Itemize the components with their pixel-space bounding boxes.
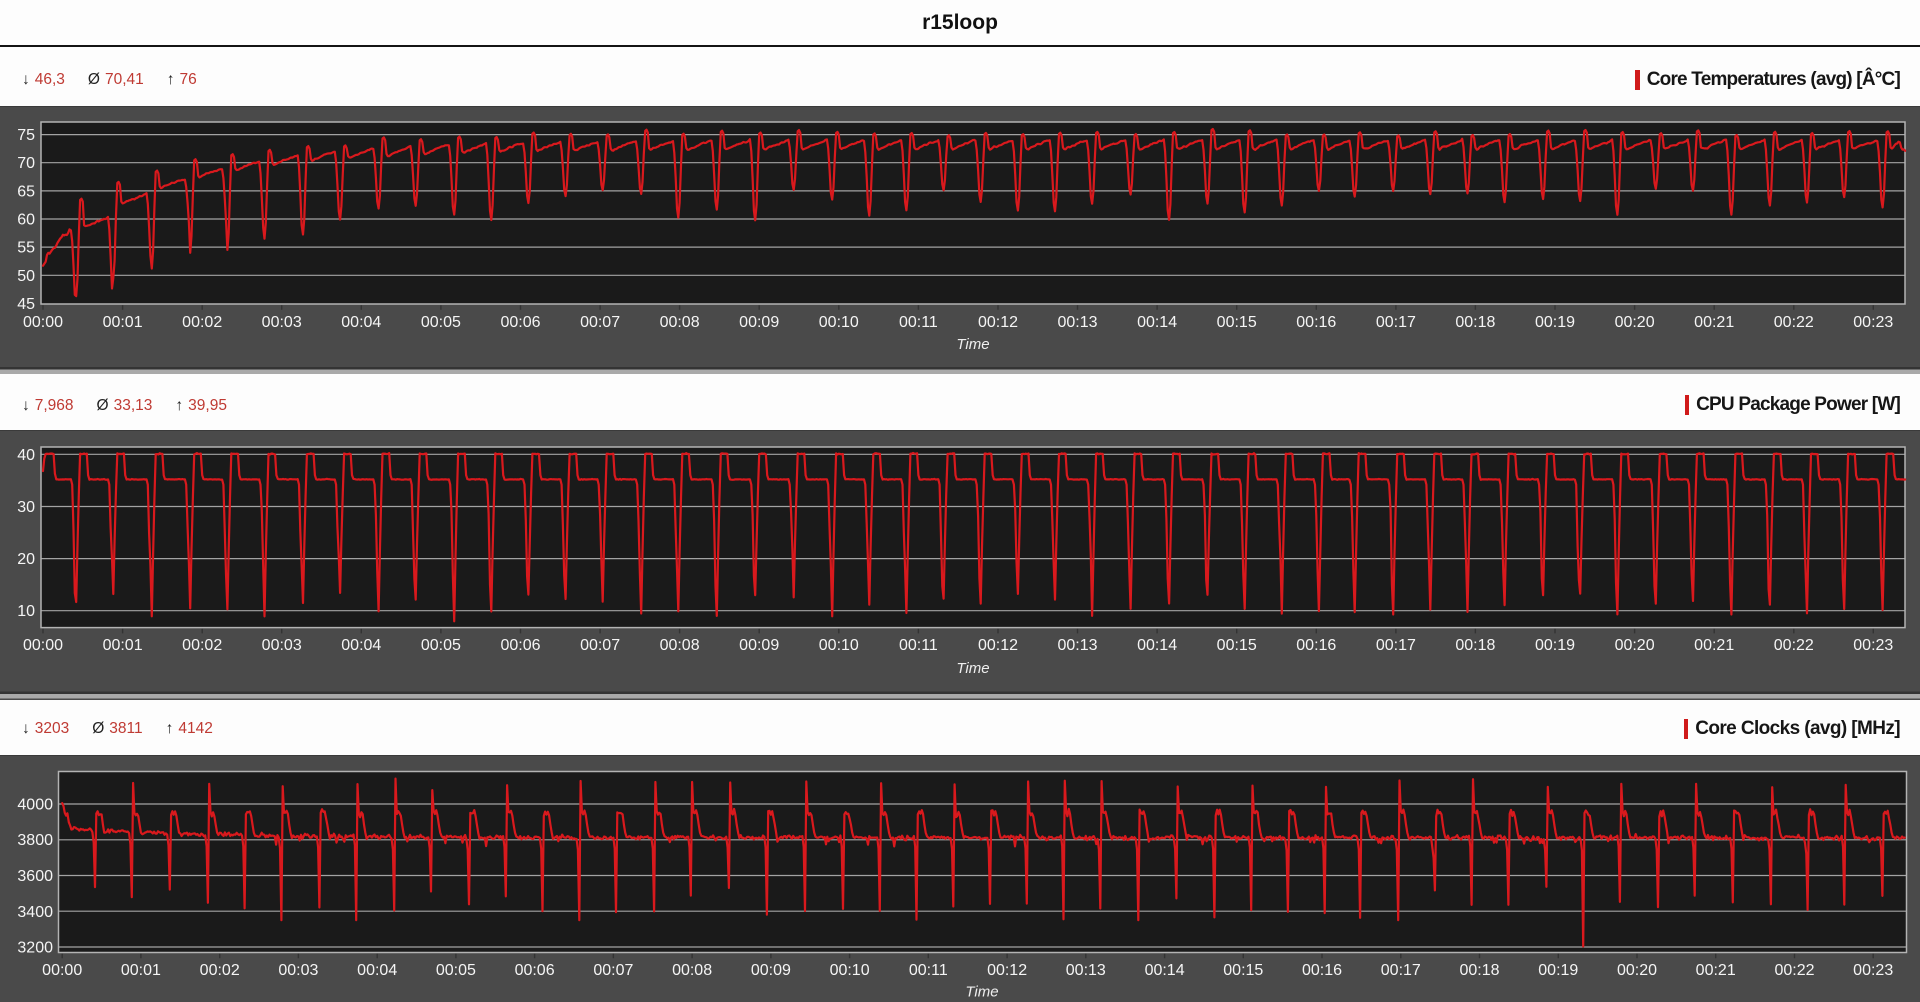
svg-text:00:13: 00:13: [1057, 637, 1097, 654]
svg-text:00:22: 00:22: [1774, 637, 1814, 654]
svg-text:00:05: 00:05: [436, 962, 476, 979]
svg-text:00:08: 00:08: [672, 962, 712, 979]
svg-text:60: 60: [17, 212, 35, 229]
svg-text:00:03: 00:03: [262, 637, 302, 654]
svg-text:00:04: 00:04: [341, 314, 381, 331]
svg-text:00:06: 00:06: [515, 962, 555, 979]
svg-text:00:20: 00:20: [1615, 314, 1655, 331]
svg-text:00:10: 00:10: [819, 637, 859, 654]
svg-text:00:04: 00:04: [341, 637, 381, 654]
svg-text:00:19: 00:19: [1535, 314, 1575, 331]
svg-text:00:22: 00:22: [1774, 962, 1814, 979]
svg-text:00:07: 00:07: [580, 314, 620, 331]
svg-text:00:23: 00:23: [1853, 637, 1893, 654]
svg-text:55: 55: [17, 240, 35, 257]
svg-text:00:02: 00:02: [182, 314, 222, 331]
svg-text:3200: 3200: [17, 940, 53, 957]
svg-text:20: 20: [17, 551, 35, 568]
svg-text:75: 75: [17, 127, 35, 144]
svg-text:00:05: 00:05: [421, 637, 461, 654]
svg-text:45: 45: [17, 296, 35, 313]
svg-text:00:20: 00:20: [1615, 637, 1655, 654]
svg-text:Time: Time: [956, 660, 989, 677]
svg-text:00:15: 00:15: [1217, 314, 1257, 331]
svg-text:00:11: 00:11: [909, 962, 948, 979]
svg-text:3400: 3400: [17, 904, 53, 921]
svg-text:00:11: 00:11: [899, 637, 938, 654]
svg-text:00:02: 00:02: [182, 637, 222, 654]
svg-text:00:19: 00:19: [1538, 962, 1578, 979]
svg-text:00:04: 00:04: [357, 962, 397, 979]
svg-text:4000: 4000: [17, 797, 53, 814]
svg-text:00:12: 00:12: [987, 962, 1027, 979]
svg-text:00:06: 00:06: [500, 637, 540, 654]
svg-text:00:06: 00:06: [500, 314, 540, 331]
svg-text:00:21: 00:21: [1694, 637, 1734, 654]
svg-text:70: 70: [17, 155, 35, 172]
svg-text:00:17: 00:17: [1381, 962, 1421, 979]
svg-text:00:08: 00:08: [660, 637, 700, 654]
svg-text:00:01: 00:01: [121, 962, 161, 979]
svg-text:Time: Time: [965, 984, 998, 1001]
svg-text:00:16: 00:16: [1296, 637, 1336, 654]
svg-text:00:07: 00:07: [593, 962, 633, 979]
svg-text:00:16: 00:16: [1296, 314, 1336, 331]
svg-text:00:21: 00:21: [1694, 314, 1734, 331]
svg-text:50: 50: [17, 268, 35, 285]
svg-text:00:00: 00:00: [23, 637, 63, 654]
svg-text:00:08: 00:08: [660, 314, 700, 331]
svg-text:00:18: 00:18: [1459, 962, 1499, 979]
svg-text:00:23: 00:23: [1853, 962, 1893, 979]
svg-text:00:10: 00:10: [830, 962, 870, 979]
svg-text:30: 30: [17, 499, 35, 516]
svg-text:00:13: 00:13: [1066, 962, 1106, 979]
svg-text:00:00: 00:00: [23, 314, 63, 331]
svg-text:00:17: 00:17: [1376, 314, 1416, 331]
svg-text:00:10: 00:10: [819, 314, 859, 331]
svg-text:10: 10: [17, 603, 35, 620]
svg-text:00:13: 00:13: [1057, 314, 1097, 331]
svg-text:00:02: 00:02: [200, 962, 240, 979]
svg-text:00:20: 00:20: [1617, 962, 1657, 979]
svg-text:00:17: 00:17: [1376, 637, 1416, 654]
svg-text:00:09: 00:09: [751, 962, 791, 979]
svg-text:00:07: 00:07: [580, 637, 620, 654]
svg-text:00:14: 00:14: [1137, 637, 1177, 654]
svg-text:00:14: 00:14: [1145, 962, 1185, 979]
svg-text:00:18: 00:18: [1455, 314, 1495, 331]
svg-text:00:01: 00:01: [103, 314, 143, 331]
svg-text:00:12: 00:12: [978, 637, 1018, 654]
svg-text:00:09: 00:09: [739, 314, 779, 331]
svg-text:00:11: 00:11: [899, 314, 938, 331]
svg-text:00:15: 00:15: [1217, 637, 1257, 654]
svg-text:3800: 3800: [17, 832, 53, 849]
svg-text:00:23: 00:23: [1853, 314, 1893, 331]
svg-text:00:16: 00:16: [1302, 962, 1342, 979]
svg-text:65: 65: [17, 183, 35, 200]
svg-text:00:09: 00:09: [739, 637, 779, 654]
svg-text:00:15: 00:15: [1223, 962, 1263, 979]
svg-text:00:21: 00:21: [1696, 962, 1736, 979]
svg-text:Time: Time: [956, 336, 989, 353]
svg-text:00:19: 00:19: [1535, 637, 1575, 654]
svg-text:00:01: 00:01: [103, 637, 143, 654]
svg-text:00:05: 00:05: [421, 314, 461, 331]
svg-text:00:12: 00:12: [978, 314, 1018, 331]
svg-text:3600: 3600: [17, 868, 53, 885]
svg-text:00:03: 00:03: [278, 962, 318, 979]
svg-text:00:14: 00:14: [1137, 314, 1177, 331]
svg-text:00:22: 00:22: [1774, 314, 1814, 331]
svg-text:00:03: 00:03: [262, 314, 302, 331]
svg-text:40: 40: [17, 447, 35, 464]
svg-text:00:00: 00:00: [42, 962, 82, 979]
svg-text:00:18: 00:18: [1455, 637, 1495, 654]
